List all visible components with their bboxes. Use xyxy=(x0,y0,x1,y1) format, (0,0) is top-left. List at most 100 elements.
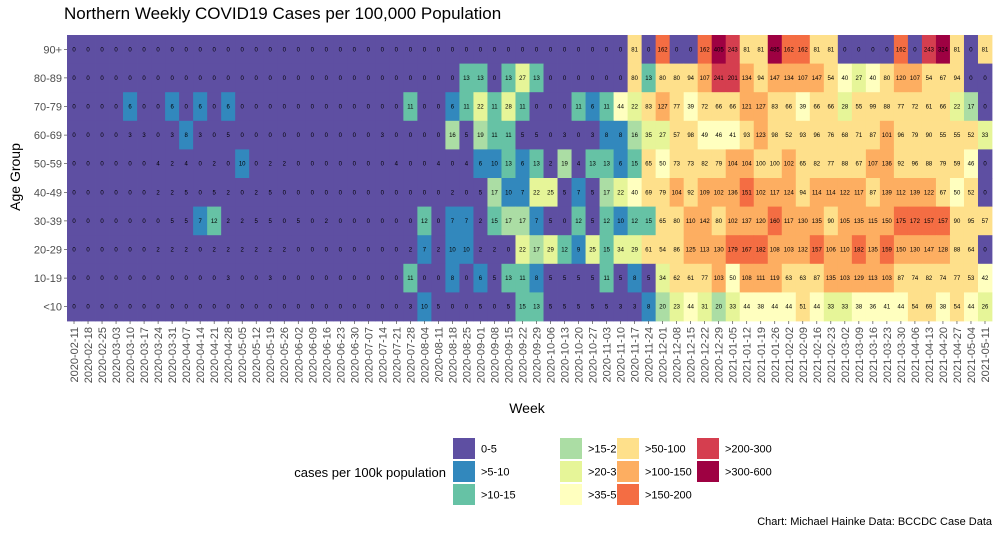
cell-value-label: 54 xyxy=(912,305,919,311)
cell-value-label: 0 xyxy=(549,105,553,111)
heatmap-cell xyxy=(711,149,727,179)
heatmap-cell xyxy=(963,120,979,150)
heatmap-cell xyxy=(851,149,867,179)
cell-value-label: 0 xyxy=(269,76,273,82)
cell-value-label: 12 xyxy=(575,219,582,225)
cell-value-label: 117 xyxy=(854,190,864,196)
heatmap-cell xyxy=(851,292,867,322)
cell-value-label: 0 xyxy=(142,248,146,254)
cell-value-label: 34 xyxy=(617,248,624,254)
heatmap-cell xyxy=(193,235,208,265)
heatmap-cell xyxy=(319,92,334,122)
heatmap-cell xyxy=(515,292,530,322)
heatmap-cell xyxy=(907,235,923,265)
heatmap-cell xyxy=(389,92,404,122)
heatmap-cell xyxy=(123,292,138,322)
heatmap-cell xyxy=(165,292,180,322)
legend-swatch xyxy=(560,438,582,459)
cell-value-label: 12 xyxy=(603,219,610,225)
heatmap-cell xyxy=(837,63,853,93)
cell-value-label: 67 xyxy=(856,162,863,168)
heatmap-cell xyxy=(753,292,769,322)
cell-value-label: 0 xyxy=(311,276,315,282)
cell-value-label: 104 xyxy=(742,162,753,168)
heatmap-cell xyxy=(949,235,965,265)
cell-value-label: 0 xyxy=(72,76,76,82)
cell-value-label: 0 xyxy=(339,133,343,139)
heatmap-cell xyxy=(81,35,96,64)
cell-value-label: 0 xyxy=(128,76,132,82)
heatmap-cell xyxy=(753,235,769,265)
cell-value-label: 87 xyxy=(813,276,820,282)
heatmap-cell xyxy=(389,235,404,265)
x-tick-label: 2020-08-11 xyxy=(433,327,445,382)
cell-value-label: 103 xyxy=(714,276,725,282)
heatmap-cell xyxy=(767,92,783,122)
cell-value-label: 0 xyxy=(297,105,301,111)
heatmap-cell xyxy=(375,235,390,265)
heatmap-cell xyxy=(599,263,614,293)
legend-title: cases per 100k population xyxy=(294,465,446,480)
heatmap-cell xyxy=(459,292,474,322)
cell-value-label: 6 xyxy=(198,105,202,111)
heatmap-cell xyxy=(487,120,502,150)
cell-value-label: 135 xyxy=(868,248,879,254)
heatmap-cell xyxy=(711,235,727,265)
cell-value-label: 7 xyxy=(521,190,525,196)
heatmap-cell xyxy=(291,235,306,265)
y-axis-ticks: 90+ 80-89 70-79 60-69 50-59 40-49 30-39 20-29 10… xyxy=(34,44,67,314)
cell-value-label: 0 xyxy=(843,47,847,53)
heatmap-cell xyxy=(403,35,418,64)
heatmap-cell xyxy=(249,63,264,93)
cell-value-label: 0 xyxy=(114,190,118,196)
cell-value-label: 0 xyxy=(619,47,623,53)
heatmap-cell xyxy=(557,235,572,265)
heatmap-cell xyxy=(109,63,124,93)
cell-value-label: 0 xyxy=(255,76,259,82)
heatmap-cell xyxy=(655,263,671,293)
heatmap-cell xyxy=(571,149,586,179)
heatmap-cell xyxy=(403,149,418,179)
cell-value-label: 0 xyxy=(128,276,132,282)
cell-value-label: 0 xyxy=(353,305,357,311)
heatmap-cell xyxy=(67,178,82,207)
cell-value-label: 0 xyxy=(367,305,371,311)
cell-value-label: 0 xyxy=(86,47,90,53)
cell-value-label: 0 xyxy=(647,47,651,53)
x-tick-label: 2020-07-28 xyxy=(405,327,417,383)
heatmap-cell xyxy=(725,235,741,265)
heatmap-cell xyxy=(459,35,474,64)
legend-label: >100-150 xyxy=(645,467,692,479)
cell-value-label: 44 xyxy=(785,305,792,311)
heatmap-cell xyxy=(571,206,586,236)
cell-value-label: 8 xyxy=(647,305,651,311)
heatmap-cell xyxy=(95,263,110,293)
legend-swatch xyxy=(560,461,582,482)
heatmap-cell xyxy=(417,63,432,93)
heatmap-cell xyxy=(963,206,979,236)
heatmap-cell xyxy=(753,92,769,122)
cell-value-label: 0 xyxy=(381,219,385,225)
cell-value-label: 0 xyxy=(184,76,188,82)
cell-value-label: 63 xyxy=(799,276,806,282)
cell-value-label: 136 xyxy=(728,190,739,196)
heatmap-cell xyxy=(949,263,965,293)
cell-value-label: 0 xyxy=(325,47,329,53)
cell-value-label: 2 xyxy=(156,190,160,196)
heatmap-cell xyxy=(697,235,713,265)
x-tick-label: 2021-04-27 xyxy=(952,327,964,383)
heatmap-cell xyxy=(949,206,965,236)
heatmap-cell xyxy=(823,63,839,93)
cell-value-label: 3 xyxy=(128,133,132,139)
cell-value-label: 0 xyxy=(86,219,90,225)
x-axis-ticks: 2020-02-11 2020-02-18 2020-02-25 2020-03-03… xyxy=(69,321,992,383)
heatmap-cell xyxy=(193,92,208,122)
heatmap-cell xyxy=(697,120,713,150)
heatmap-cell xyxy=(263,292,278,322)
cell-value-label: 81 xyxy=(631,47,638,53)
heatmap-cell xyxy=(781,178,797,207)
cell-value-label: 167 xyxy=(742,248,753,254)
cell-value-label: 0 xyxy=(114,305,118,311)
cell-value-label: 0 xyxy=(563,76,567,82)
heatmap-cell xyxy=(221,206,236,236)
